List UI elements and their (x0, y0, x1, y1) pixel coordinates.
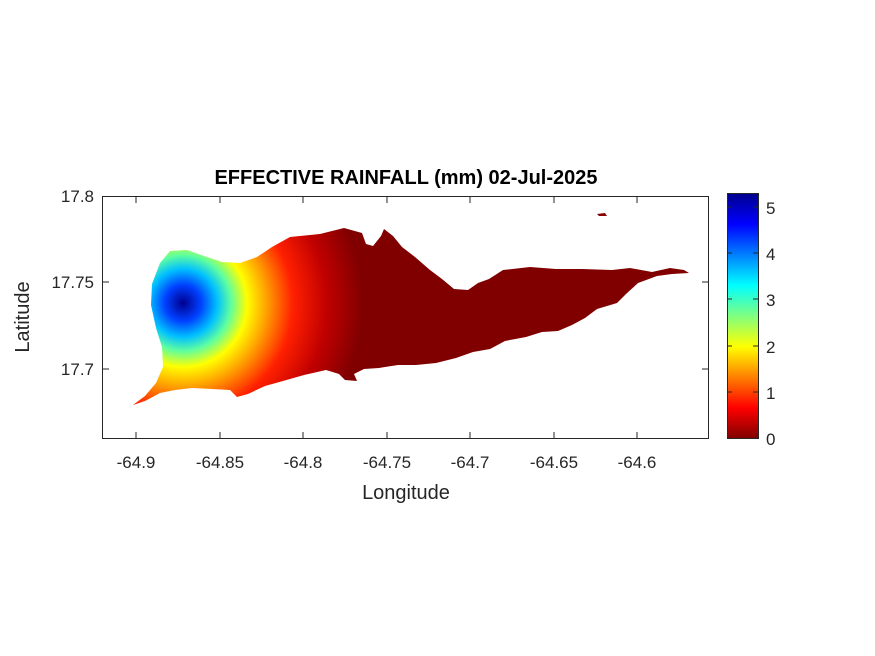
x-tick-label: -64.85 (196, 453, 244, 472)
colorbar-tick-label: 0 (766, 430, 775, 449)
colorbar-tick-label: 2 (766, 338, 775, 357)
map-axes-box (102, 196, 709, 439)
x-tick-label: -64.9 (117, 453, 156, 472)
y-tick-label: 17.8 (61, 187, 94, 206)
x-tick-label: -64.7 (451, 453, 490, 472)
y-axis (103, 281, 708, 370)
colorbar-tick-label: 1 (766, 384, 775, 403)
y-axis-label: Latitude (12, 281, 34, 352)
colorbar-tick-label: 3 (766, 291, 775, 310)
colorbar (727, 193, 759, 439)
x-axis (135, 197, 638, 438)
island-rainfall-field (133, 228, 689, 405)
y-tick-label: 17.75 (51, 273, 94, 292)
colorbar-ticks (727, 206, 758, 393)
x-tick-label: -64.8 (284, 453, 323, 472)
islet-patch (597, 213, 607, 216)
x-axis-label: Longitude (362, 482, 450, 504)
x-tick-label: -64.75 (363, 453, 411, 472)
colorbar-tick-label: 4 (766, 245, 775, 264)
x-tick-label: -64.6 (618, 453, 657, 472)
y-tick-label: 17.7 (61, 360, 94, 379)
x-tick-label: -64.65 (530, 453, 578, 472)
colorbar-tick-label: 5 (766, 199, 775, 218)
chart-title: EFFECTIVE RAINFALL (mm) 02-Jul-2025 (214, 167, 597, 189)
